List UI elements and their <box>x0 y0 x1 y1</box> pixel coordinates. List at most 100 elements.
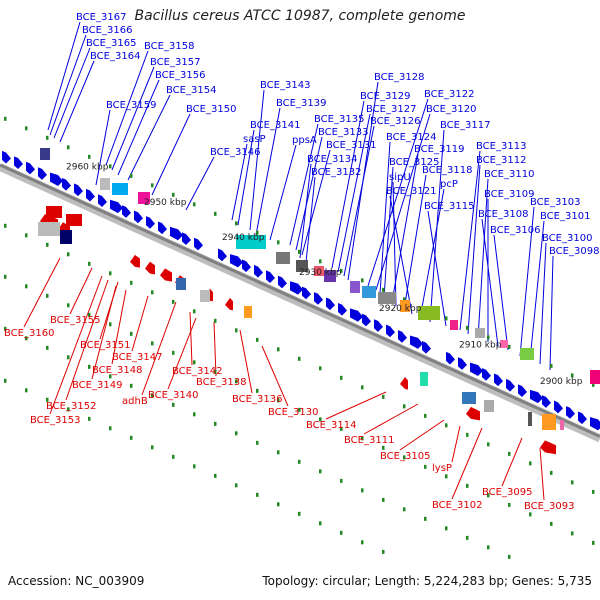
gene-feature-box <box>362 286 376 298</box>
track-dot <box>25 233 28 238</box>
gene-feature-box <box>528 412 532 426</box>
forward-gene-arrow <box>590 416 600 431</box>
track-dot <box>571 480 574 485</box>
forward-gene-label: BCE_3146 <box>210 147 260 158</box>
reverse-gene-arrow <box>466 406 480 421</box>
track-dot <box>25 388 28 393</box>
forward-gene-label: BCE_3128 <box>374 72 424 83</box>
forward-gene-label: BCE_3118 <box>422 165 472 176</box>
gene-feature-box <box>475 328 485 338</box>
gene-feature-box <box>450 320 458 330</box>
track-dot <box>109 164 112 169</box>
track-dot <box>25 336 28 341</box>
forward-label-leader <box>127 94 171 181</box>
track-dot <box>277 502 280 507</box>
reverse-label-leader <box>131 295 149 352</box>
track-dot <box>466 432 469 437</box>
forward-gene-arrow <box>14 156 23 169</box>
track-dot <box>319 259 322 264</box>
forward-gene-label: BCE_3135 <box>314 114 364 125</box>
track-dot <box>361 540 364 545</box>
gene-feature-box <box>200 290 210 302</box>
forward-gene-arrow <box>338 302 347 316</box>
track-dot <box>172 192 175 197</box>
reverse-gene-label: BCE_3153 <box>30 415 80 426</box>
track-dot <box>382 549 385 554</box>
map-title: Bacillus cereus ATCC 10987, complete gen… <box>134 8 466 24</box>
forward-gene-arrow <box>182 232 191 245</box>
track-dot <box>214 421 217 426</box>
forward-gene-arrow <box>26 161 35 175</box>
reverse-gene-label: BCE_3140 <box>148 390 198 401</box>
track-dot <box>214 369 217 374</box>
forward-label-leader <box>111 66 155 171</box>
forward-gene-label: BCE_3129 <box>360 91 410 102</box>
forward-gene-label: BCE_3159 <box>106 100 156 111</box>
forward-label-leader <box>403 174 427 311</box>
accession-text: Accession: NC_003909 <box>8 574 145 588</box>
track-dot <box>319 366 322 371</box>
reverse-gene-label: BCE_3130 <box>268 407 318 418</box>
forward-gene-arrow <box>62 178 71 191</box>
track-dot <box>424 464 427 469</box>
track-dot <box>46 293 49 298</box>
track-dot <box>466 325 469 330</box>
gene-feature-box <box>244 306 252 318</box>
forward-gene-arrow <box>2 150 11 164</box>
track-dot <box>340 530 343 535</box>
track-dot <box>487 442 490 447</box>
track-dot <box>361 436 364 441</box>
track-dot <box>214 318 217 323</box>
track-dot <box>277 347 280 352</box>
forward-gene-label: sipU <box>389 172 411 183</box>
reverse-gene-label: BCE_3105 <box>380 451 430 462</box>
reverse-gene-label: BCE_3142 <box>172 366 222 377</box>
forward-gene-label: BCE_3108 <box>478 209 528 220</box>
forward-label-leader <box>49 34 87 136</box>
track-dot <box>340 426 343 431</box>
forward-label-leader <box>392 181 397 307</box>
forward-gene-label: BCE_3101 <box>540 211 590 222</box>
forward-gene-arrow <box>194 237 203 251</box>
track-dot <box>4 378 7 383</box>
forward-gene-arrow <box>578 411 587 425</box>
forward-gene-arrow <box>122 205 131 218</box>
reverse-label-leader <box>111 289 127 365</box>
track-dot <box>4 223 7 228</box>
track-dot <box>151 445 154 450</box>
forward-gene-label: BCE_3143 <box>260 80 310 91</box>
gene-feature-box <box>484 400 494 412</box>
track-dot <box>130 383 133 388</box>
track-dot <box>382 394 385 399</box>
forward-gene-label: BCE_3122 <box>424 89 474 100</box>
gene-feature-box <box>176 278 186 290</box>
gene-feature-box <box>324 270 336 282</box>
reverse-gene-label: BCE_3160 <box>4 328 54 339</box>
reverse-gene-label: adhB <box>122 396 148 407</box>
track-dot <box>319 521 322 526</box>
forward-gene-arrow <box>482 368 491 381</box>
track-dot <box>151 393 154 398</box>
forward-gene-arrow <box>158 221 167 235</box>
track-dot <box>172 350 175 355</box>
track-dot <box>592 382 595 387</box>
track-dot <box>508 451 511 456</box>
track-dot <box>277 450 280 455</box>
gene-feature-box <box>520 348 534 360</box>
reverse-gene-arrow <box>130 254 140 268</box>
track-dot <box>172 454 175 459</box>
forward-gene-label: BCE_3113 <box>476 141 526 152</box>
forward-label-leader <box>95 109 111 186</box>
forward-label-leader <box>375 113 431 291</box>
track-dot <box>487 545 490 550</box>
track-dot <box>445 526 448 531</box>
forward-gene-label: BCE_3110 <box>484 169 534 180</box>
track-dot <box>214 473 217 478</box>
forward-label-leader <box>467 164 481 335</box>
track-dot <box>130 280 133 285</box>
track-dot <box>235 328 238 333</box>
forward-gene-label: BCE_3166 <box>82 25 132 36</box>
track-dot <box>130 435 133 440</box>
gene-feature-box <box>462 392 476 404</box>
reverse-label-leader <box>539 447 545 501</box>
